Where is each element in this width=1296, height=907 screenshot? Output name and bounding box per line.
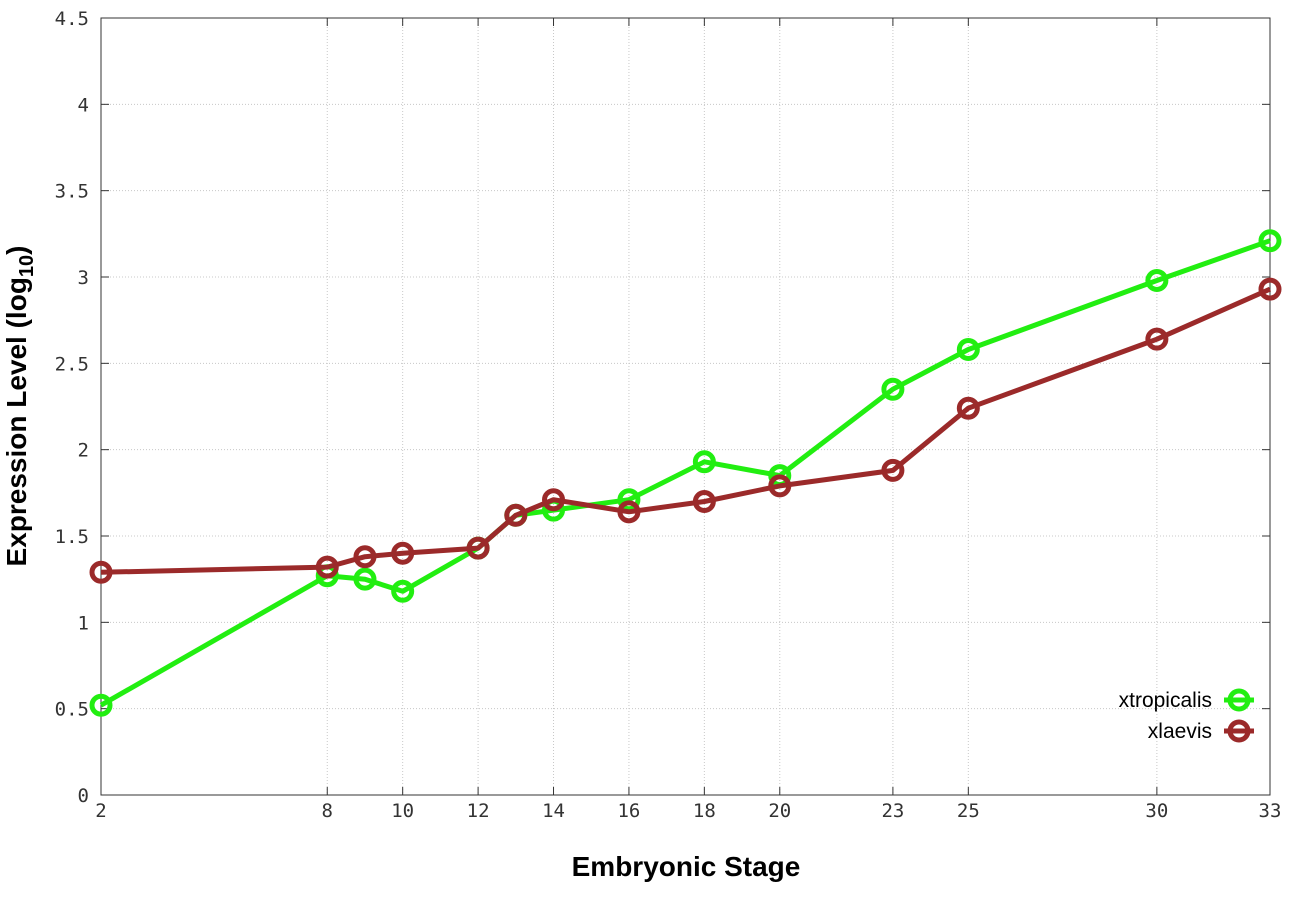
data-point-xlaevis xyxy=(504,503,528,527)
x-tick-label: 18 xyxy=(693,800,716,822)
y-tick-label: 0.5 xyxy=(55,699,89,721)
y-tick-label: 2 xyxy=(78,440,89,462)
y-axis-title-close: ) xyxy=(1,246,32,255)
y-tick-label: 1.5 xyxy=(55,526,89,548)
data-point-xlaevis xyxy=(353,545,377,569)
x-tick-label: 20 xyxy=(768,800,791,822)
data-point-xlaevis xyxy=(315,555,339,579)
y-tick-label: 3 xyxy=(78,267,89,289)
data-point-xlaevis xyxy=(1258,277,1282,301)
y-tick-label: 0 xyxy=(78,785,89,807)
data-point-xtropicalis xyxy=(1258,229,1282,253)
series-line-xtropicalis xyxy=(99,238,1271,708)
y-tick-label: 4.5 xyxy=(55,8,89,30)
axis-ticks: 0 0.5 1 1.5 2 2.5 3 3.5 4 4.5 2 8 10 12 14 16 18 20 23 25 30… xyxy=(55,8,1282,822)
series-xtropicalis xyxy=(89,229,1282,717)
series-lines xyxy=(89,229,1282,717)
y-tick-label: 1 xyxy=(78,612,89,634)
x-tick-label: 8 xyxy=(322,800,333,822)
x-tick-label: 12 xyxy=(467,800,490,822)
x-tick-label: 2 xyxy=(95,800,106,822)
y-axis-title: Expression Level (log10) xyxy=(1,246,38,567)
y-axis-title-subscript: 10 xyxy=(16,255,38,277)
data-point-xlaevis xyxy=(89,560,113,584)
x-tick-label: 25 xyxy=(957,800,980,822)
series-xlaevis xyxy=(89,277,1282,584)
y-axis-title-main: Expression Level (log xyxy=(1,277,32,566)
legend: xtropicalis xlaevis xyxy=(1119,688,1254,743)
data-point-xtropicalis xyxy=(89,693,113,717)
legend-label: xlaevis xyxy=(1148,720,1212,743)
data-point-xtropicalis xyxy=(956,338,980,362)
data-point-xtropicalis xyxy=(391,579,415,603)
data-point-xlaevis xyxy=(881,458,905,482)
data-point-xlaevis xyxy=(768,474,792,498)
x-axis-title: Embryonic Stage xyxy=(572,851,801,882)
data-point-xlaevis xyxy=(692,489,716,513)
data-point-xtropicalis xyxy=(692,450,716,474)
x-tick-label: 30 xyxy=(1145,800,1168,822)
data-point-xlaevis xyxy=(617,500,641,524)
data-point-xtropicalis xyxy=(1145,268,1169,292)
legend-marker-swatch xyxy=(1227,719,1251,743)
data-point-xlaevis xyxy=(391,541,415,565)
y-tick-label: 4 xyxy=(78,94,89,116)
data-point-xtropicalis xyxy=(881,377,905,401)
data-point-xlaevis xyxy=(956,396,980,420)
grid-lines xyxy=(101,18,1270,795)
data-point-xlaevis xyxy=(466,536,490,560)
data-point-xlaevis xyxy=(542,488,566,512)
data-point-xtropicalis xyxy=(353,567,377,591)
legend-entry-xtropicalis: xtropicalis xyxy=(1119,688,1254,712)
legend-label: xtropicalis xyxy=(1119,689,1212,712)
legend-marker-swatch xyxy=(1227,688,1251,712)
x-tick-label: 16 xyxy=(617,800,640,822)
data-point-xtropicalis xyxy=(617,488,641,512)
series-line-xlaevis xyxy=(100,286,1272,575)
y-tick-label: 3.5 xyxy=(55,181,89,203)
x-tick-label: 23 xyxy=(881,800,904,822)
x-tick-label: 14 xyxy=(542,800,565,822)
plot-frame xyxy=(100,17,1271,796)
y-tick-label: 2.5 xyxy=(55,353,89,375)
x-tick-label: 33 xyxy=(1259,800,1282,822)
data-point-xlaevis xyxy=(1145,327,1169,351)
x-tick-label: 10 xyxy=(391,800,414,822)
legend-entry-xlaevis: xlaevis xyxy=(1148,719,1254,743)
